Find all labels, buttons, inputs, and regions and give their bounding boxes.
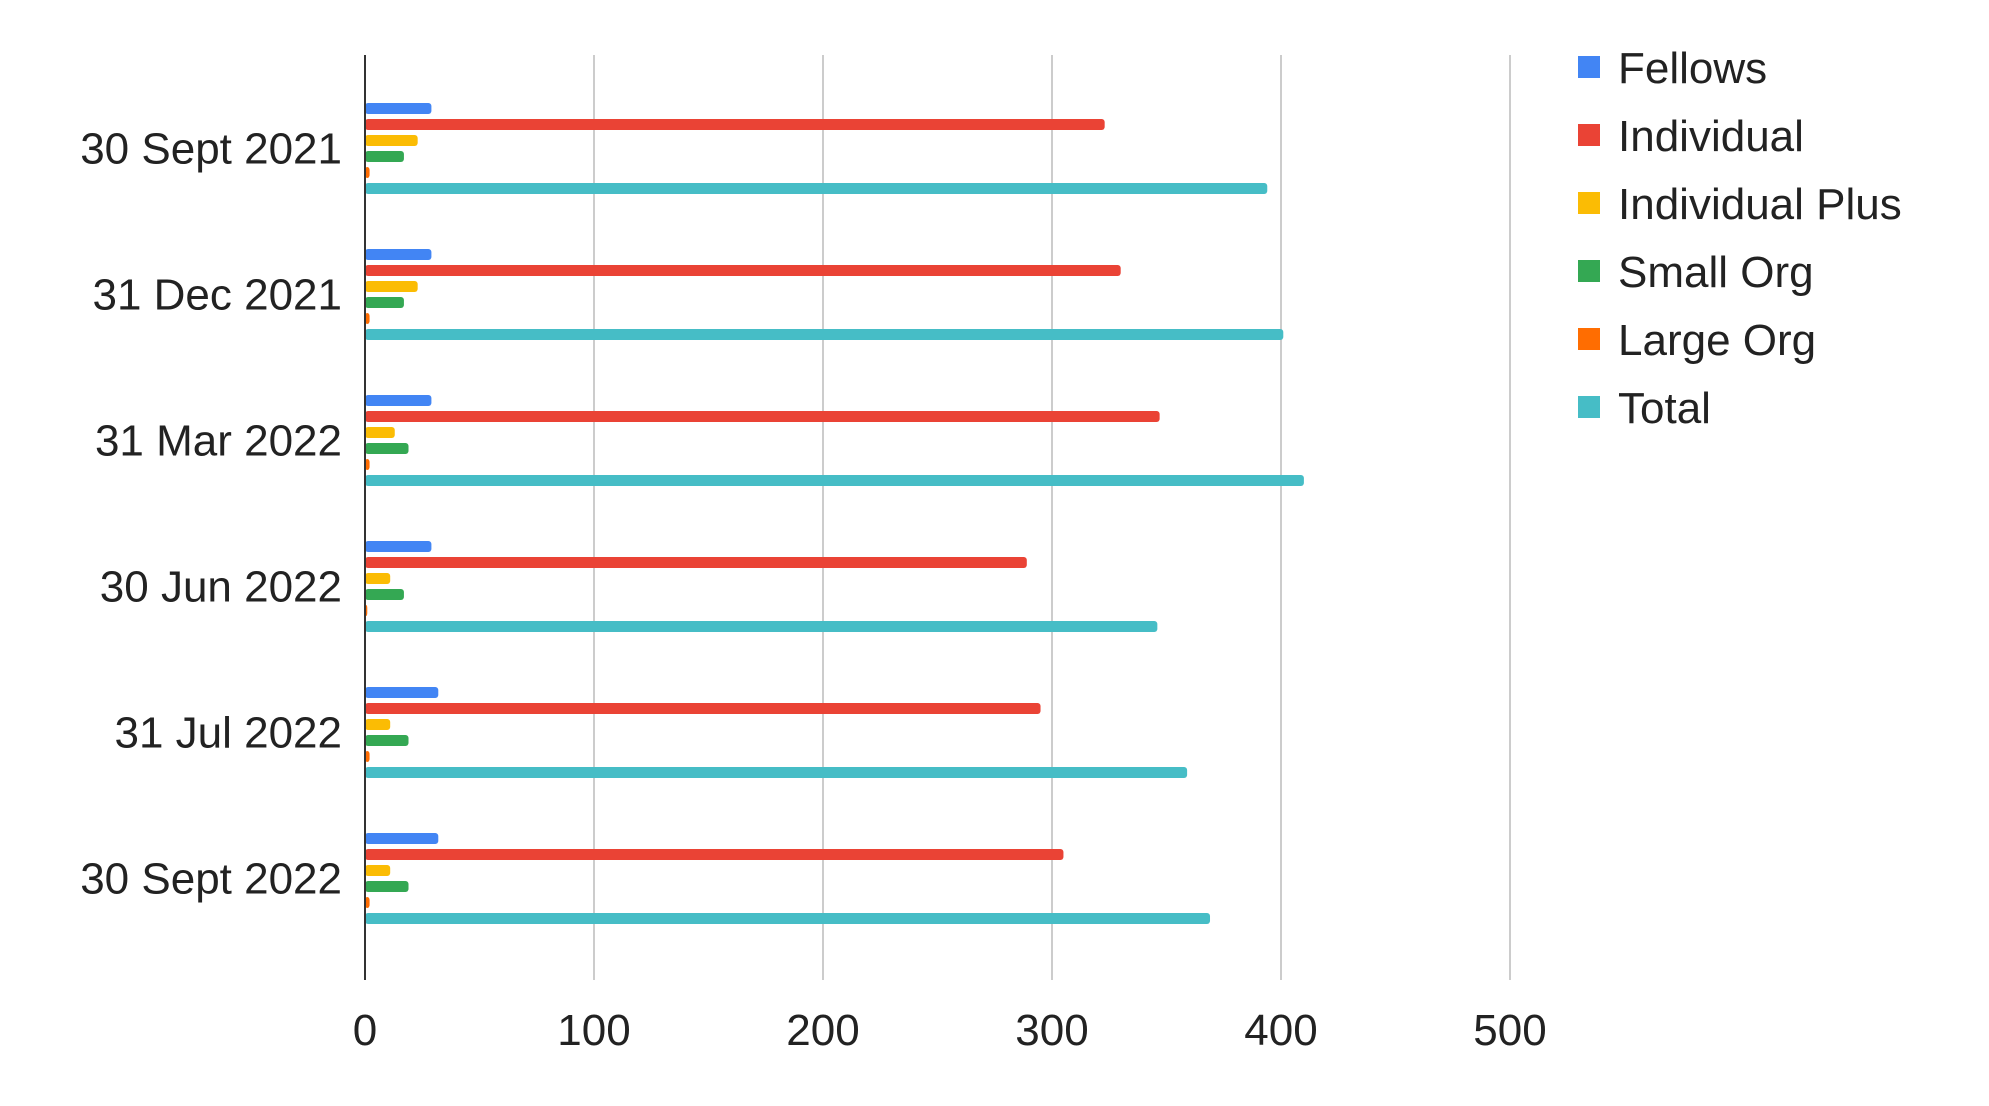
bar-fellows-2 xyxy=(365,249,432,260)
bar-individual-1 xyxy=(365,119,1105,130)
legend-label: Small Org xyxy=(1618,248,1814,297)
bar-fellows-4 xyxy=(365,541,432,552)
legend-item-fellows: Fellows xyxy=(1578,44,1767,93)
x-tick-label: 100 xyxy=(557,1006,630,1055)
bar-large-org-6 xyxy=(365,897,370,908)
bar-individual-plus-4 xyxy=(365,573,391,584)
bar-fellows-1 xyxy=(365,103,432,114)
bar-large-org-5 xyxy=(365,751,370,762)
category-labels: 30 Sept 2021 31 Dec 2021 31 Mar 2022 30 Jun… xyxy=(80,125,342,904)
bar-fellows-5 xyxy=(365,687,439,698)
category-label: 31 Jul 2022 xyxy=(114,709,342,758)
legend-swatch xyxy=(1578,396,1600,418)
legend-label: Individual xyxy=(1618,112,1804,161)
legend-item-total: Total xyxy=(1578,384,1711,433)
bar-total-4 xyxy=(365,621,1158,632)
category-label: 31 Mar 2022 xyxy=(95,417,342,466)
category-label: 30 Jun 2022 xyxy=(100,563,342,612)
category-label: 30 Sept 2021 xyxy=(80,125,342,174)
bar-large-org-1 xyxy=(365,167,370,178)
bar-total-5 xyxy=(365,767,1188,778)
legend-swatch xyxy=(1578,192,1600,214)
legend-swatch xyxy=(1578,260,1600,282)
bars xyxy=(365,103,1304,924)
bar-total-3 xyxy=(365,475,1304,486)
category-label: 31 Dec 2021 xyxy=(92,271,342,320)
bar-fellows-3 xyxy=(365,395,432,406)
bar-large-org-3 xyxy=(365,459,370,470)
bar-individual-4 xyxy=(365,557,1027,568)
bar-small-org-1 xyxy=(365,151,404,162)
legend-label: Fellows xyxy=(1618,44,1767,93)
x-tick-label: 300 xyxy=(1015,1006,1088,1055)
x-tick-labels: 0 100 200 300 400 500 xyxy=(353,1006,1547,1055)
legend-item-large-org: Large Org xyxy=(1578,316,1816,365)
legend-label: Total xyxy=(1618,384,1711,433)
bar-fellows-6 xyxy=(365,833,439,844)
legend-label: Individual Plus xyxy=(1618,180,1902,229)
legend-swatch xyxy=(1578,56,1600,78)
bar-total-6 xyxy=(365,913,1211,924)
bar-small-org-5 xyxy=(365,735,409,746)
bar-individual-6 xyxy=(365,849,1064,860)
bar-large-org-2 xyxy=(365,313,370,324)
bar-small-org-3 xyxy=(365,443,409,454)
gridlines xyxy=(593,55,1511,980)
legend-swatch xyxy=(1578,328,1600,350)
bar-individual-plus-5 xyxy=(365,719,391,730)
bar-individual-plus-1 xyxy=(365,135,418,146)
bar-individual-3 xyxy=(365,411,1160,422)
bar-individual-plus-6 xyxy=(365,865,391,876)
bar-small-org-4 xyxy=(365,589,404,600)
legend-swatch xyxy=(1578,124,1600,146)
category-label: 30 Sept 2022 xyxy=(80,855,342,904)
bar-individual-plus-2 xyxy=(365,281,418,292)
bar-total-2 xyxy=(365,329,1284,340)
legend: Fellows Individual Individual Plus Small Or… xyxy=(1578,44,1902,433)
legend-label: Large Org xyxy=(1618,316,1816,365)
bar-individual-5 xyxy=(365,703,1041,714)
bar-small-org-2 xyxy=(365,297,404,308)
x-tick-label: 500 xyxy=(1473,1006,1546,1055)
x-tick-label: 400 xyxy=(1244,1006,1317,1055)
x-tick-label: 0 xyxy=(353,1006,377,1055)
legend-item-small-org: Small Org xyxy=(1578,248,1814,297)
bar-individual-plus-3 xyxy=(365,427,395,438)
bar-small-org-6 xyxy=(365,881,409,892)
x-tick-label: 200 xyxy=(786,1006,859,1055)
legend-item-individual: Individual xyxy=(1578,112,1804,161)
legend-item-individual-plus: Individual Plus xyxy=(1578,180,1902,229)
bar-total-1 xyxy=(365,183,1268,194)
bar-individual-2 xyxy=(365,265,1121,276)
